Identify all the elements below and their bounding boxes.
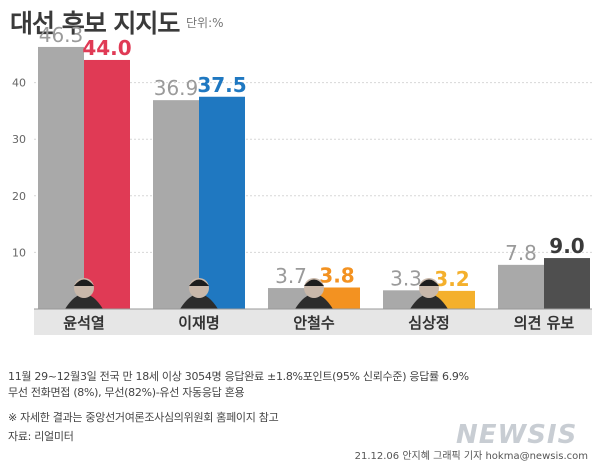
bar-prev-0 xyxy=(38,46,84,309)
unit-label: 단위:% xyxy=(186,16,224,30)
candidate-photo-body xyxy=(295,294,333,309)
survey-note-1: 11월 29~12월3일 전국 만 18세 이상 3054명 응답완료 ±1.8… xyxy=(8,370,469,383)
value-label-current: 9.0 xyxy=(549,234,584,258)
y-tick-label: 30 xyxy=(12,133,26,146)
bar-prev-4 xyxy=(498,264,544,309)
value-label-current: 3.8 xyxy=(319,263,354,287)
candidate-photo-hair xyxy=(304,279,324,286)
bar-current-1 xyxy=(199,96,245,309)
candidate-photo-hair xyxy=(419,279,439,286)
bar-chart: 10 20 30 40 46.344.0 윤석열 36.9 37.5 이재명 3.7 3.8 안철수 3… xyxy=(12,23,592,335)
value-label-prev: 3.3 xyxy=(390,266,422,290)
value-label-current: 37.5 xyxy=(197,73,246,97)
value-label-prev: 7.8 xyxy=(505,241,537,265)
survey-note-2: 무선 전화면접 (8%), 무선(82%)-유선 자동응답 혼용 xyxy=(8,386,245,399)
value-label-prev: 36.9 xyxy=(154,76,199,100)
category-label: 심상정 xyxy=(408,314,449,332)
candidate-photo-body xyxy=(65,294,103,309)
category-label: 안철수 xyxy=(293,314,335,332)
newsis-logo: NEWSIS xyxy=(456,420,578,450)
y-tick-label: 40 xyxy=(12,77,26,90)
category-label: 의견 유보 xyxy=(514,314,575,332)
value-label-prev: 3.7 xyxy=(275,264,307,288)
category-band xyxy=(34,309,592,335)
category-label: 윤석열 xyxy=(63,314,104,332)
candidate-photo-body xyxy=(410,294,448,309)
y-tick-label: 10 xyxy=(12,246,26,259)
category-label: 이재명 xyxy=(178,314,219,332)
value-label-current: 3.2 xyxy=(434,267,469,291)
reference-note: ※ 자세한 결과는 중앙선거여론조사심의위원회 홈페이지 참고 xyxy=(8,411,279,424)
candidate-photo-hair xyxy=(74,279,94,286)
value-label-current: 44.0 xyxy=(82,36,131,60)
chart-title: 대선 후보 지지도 xyxy=(10,9,180,38)
bar-current-0 xyxy=(84,59,130,310)
candidate-photo-hair xyxy=(189,279,209,286)
bar-current-4 xyxy=(544,258,590,309)
credit-line: 21.12.06 안지혜 그래픽 기자 hokma@newsis.com xyxy=(354,451,588,462)
y-tick-label: 20 xyxy=(12,190,26,203)
bar-prev-1 xyxy=(153,100,199,310)
value-label-prev: 46.3 xyxy=(39,23,84,47)
candidate-photo-body xyxy=(180,294,218,309)
source-note: 자료: 리얼미터 xyxy=(8,430,74,443)
